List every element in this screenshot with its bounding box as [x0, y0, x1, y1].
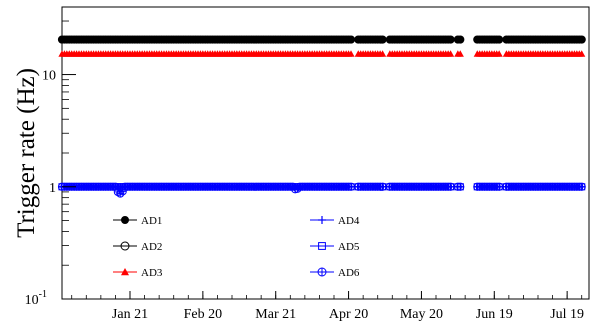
x-tick-label: Feb 20: [184, 307, 223, 322]
chart-marks: [57, 35, 586, 198]
axes: Jan 21 Feb 20 Mar 21 Apr 20 May 20 Jun 19 Jul …: [25, 6, 584, 322]
data-point: [495, 35, 503, 44]
data-point: [495, 50, 503, 57]
series-ad3: [58, 50, 586, 57]
data-point: [446, 35, 455, 44]
data-point: [378, 50, 387, 57]
data-point: [113, 187, 122, 197]
legend-item-ad2: AD2: [113, 241, 162, 253]
legend-label: AD1: [141, 215, 162, 227]
x-tick-label: Mar 21: [255, 307, 296, 322]
data-point: [456, 50, 464, 57]
x-tick-label: Jan 21: [112, 307, 148, 322]
plot-frame: [61, 6, 590, 300]
data-point: [495, 182, 504, 191]
legend-marker: [317, 267, 327, 277]
y-axis-label: Trigger rate (Hz): [13, 68, 40, 238]
x-tick-label: Jul 19: [550, 307, 584, 322]
x-tick-label: Jun 19: [476, 307, 513, 322]
data-point: [578, 50, 586, 57]
legend-item-ad1: AD1: [113, 215, 162, 227]
y-tick-label: 10: [42, 69, 56, 84]
data-point: [456, 35, 464, 44]
legend-item-ad5: AD5: [310, 241, 360, 253]
data-point: [347, 50, 355, 57]
data-point: [346, 182, 356, 191]
legend-marker: [318, 242, 326, 250]
legend-label: AD4: [338, 215, 360, 227]
x-tick-label: May 20: [400, 307, 443, 322]
data-point: [378, 35, 387, 44]
y-tick-label: 1: [49, 181, 56, 196]
series-ad1: [58, 35, 586, 44]
legend-item-ad3: AD3: [113, 267, 163, 279]
y-tick-label: 10-1: [25, 289, 47, 308]
data-point: [577, 182, 586, 191]
x-tick-label: Apr 20: [329, 307, 368, 322]
legend-marker: [121, 216, 129, 224]
legend-item-ad6: AD6: [310, 267, 360, 279]
legend-marker: [120, 241, 130, 251]
data-point: [446, 182, 455, 191]
legend-label: AD3: [141, 267, 163, 279]
legend: AD1 AD2 AD3 AD4 AD5 AD6: [113, 215, 360, 279]
legend-marker: [121, 268, 129, 276]
series-ad6: [57, 182, 586, 198]
legend-label: AD6: [338, 267, 360, 279]
legend-label: AD5: [338, 241, 360, 253]
data-point: [578, 35, 586, 44]
legend-item-ad4: AD4: [310, 215, 360, 227]
data-point: [347, 35, 355, 44]
legend-marker: [318, 216, 326, 224]
data-point: [456, 182, 465, 191]
data-point: [446, 50, 455, 57]
legend-label: AD2: [141, 241, 162, 253]
data-point: [118, 187, 127, 196]
data-point: [378, 182, 387, 191]
